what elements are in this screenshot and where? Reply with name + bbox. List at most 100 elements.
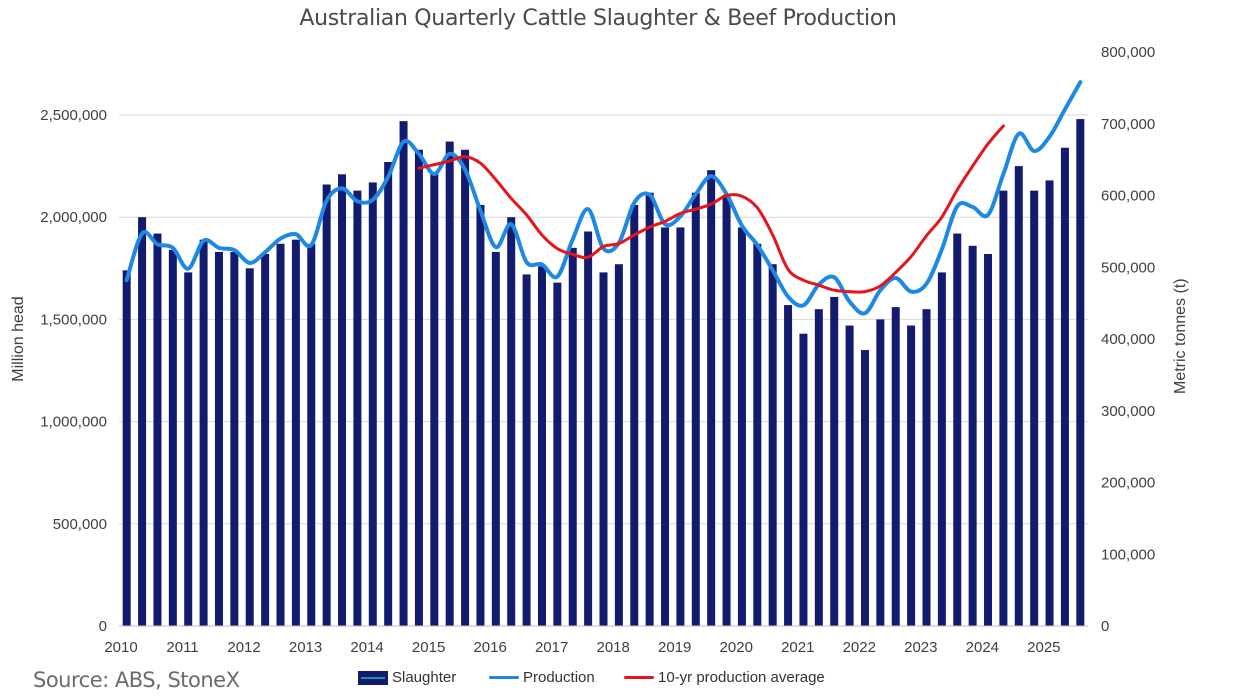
source-note: Source: ABS, StoneX bbox=[33, 668, 240, 692]
legend-swatch-production bbox=[489, 676, 519, 679]
legend-label-production: Production bbox=[523, 669, 595, 686]
bar-slaughter bbox=[814, 309, 823, 626]
x-tick-label: 2019 bbox=[658, 639, 691, 656]
bar-slaughter bbox=[230, 251, 239, 626]
y-tick-label-left: 500,000 bbox=[53, 516, 107, 533]
bar-slaughter bbox=[122, 270, 131, 626]
x-tick-label: 2023 bbox=[904, 639, 937, 656]
bar-slaughter bbox=[138, 217, 147, 626]
y-tick-label-right: 300,000 bbox=[1101, 403, 1155, 420]
bar-slaughter bbox=[522, 274, 531, 626]
bar-slaughter bbox=[507, 217, 516, 626]
bar-slaughter bbox=[1045, 180, 1054, 626]
bar-slaughter bbox=[537, 266, 546, 626]
bar-slaughter bbox=[1060, 147, 1069, 627]
legend-swatch-average bbox=[624, 676, 654, 679]
bar-slaughter bbox=[845, 325, 854, 626]
bar-slaughter bbox=[876, 319, 885, 626]
y-tick-label-right: 100,000 bbox=[1101, 546, 1155, 563]
bar-slaughter bbox=[661, 227, 670, 627]
bar-slaughter bbox=[384, 162, 393, 626]
bar-slaughter bbox=[891, 307, 900, 626]
x-tick-label: 2016 bbox=[473, 639, 506, 656]
bar-slaughter bbox=[414, 149, 423, 627]
bar-slaughter bbox=[691, 192, 700, 626]
bar-slaughter bbox=[307, 243, 316, 626]
bar-slaughter bbox=[491, 251, 500, 626]
bar-slaughter bbox=[830, 296, 839, 626]
bar-slaughter bbox=[245, 268, 254, 626]
bar-slaughter bbox=[999, 190, 1008, 627]
bar-slaughter bbox=[860, 350, 869, 626]
bar-slaughter bbox=[445, 141, 454, 626]
bar-slaughter bbox=[753, 243, 762, 626]
bar-slaughter bbox=[1076, 119, 1085, 626]
bar-slaughter bbox=[1030, 190, 1039, 627]
bar-slaughter bbox=[784, 305, 793, 626]
y-tick-label-right: 500,000 bbox=[1101, 259, 1155, 276]
bar-slaughter bbox=[476, 204, 485, 626]
line-production bbox=[124, 80, 1083, 316]
y-axis-right-label: Metric tonnes (t) bbox=[1172, 278, 1189, 394]
bar-slaughter bbox=[968, 245, 977, 627]
bar-slaughter bbox=[707, 170, 716, 627]
bar-slaughter bbox=[291, 239, 300, 626]
y-tick-label-left: 0 bbox=[99, 618, 107, 635]
bar-slaughter bbox=[953, 233, 962, 626]
y-tick-label-left: 1,500,000 bbox=[40, 311, 107, 328]
bar-slaughter bbox=[568, 247, 577, 627]
legend-item-slaughter: Slaughter bbox=[358, 669, 456, 686]
bar-slaughter bbox=[353, 190, 362, 627]
bar-slaughter bbox=[799, 333, 808, 626]
y-tick-label-left: 2,000,000 bbox=[40, 209, 107, 226]
line-10yr-average bbox=[417, 124, 1005, 294]
x-tick-label: 2021 bbox=[781, 639, 814, 656]
bar-slaughter bbox=[261, 253, 270, 626]
bar-slaughter bbox=[676, 227, 685, 627]
x-tick-label: 2025 bbox=[1027, 639, 1060, 656]
bar-slaughter bbox=[461, 149, 470, 627]
bar-slaughter bbox=[645, 192, 654, 626]
bar-slaughter bbox=[168, 249, 177, 627]
bar-slaughter bbox=[276, 243, 285, 626]
legend-swatch-slaughter bbox=[358, 670, 388, 685]
bar-slaughter bbox=[399, 121, 408, 626]
bar-slaughter bbox=[184, 272, 193, 626]
x-tick-label: 2017 bbox=[535, 639, 568, 656]
x-tick-label: 2014 bbox=[350, 639, 383, 656]
bar-slaughter bbox=[214, 251, 223, 626]
bar-slaughter bbox=[737, 227, 746, 627]
y-tick-label-right: 400,000 bbox=[1101, 331, 1155, 348]
legend-label-slaughter: Slaughter bbox=[392, 669, 457, 686]
bar-slaughter bbox=[907, 325, 916, 626]
y-axis-left-label: Million head bbox=[10, 296, 27, 382]
x-tick-label: 2011 bbox=[166, 639, 198, 656]
x-tick-label: 2020 bbox=[720, 639, 753, 656]
bar-slaughter bbox=[630, 204, 639, 626]
bar-slaughter bbox=[984, 253, 993, 626]
x-tick-label: 2012 bbox=[227, 639, 260, 656]
chart-title: Australian Quarterly Cattle Slaughter & … bbox=[299, 6, 897, 31]
bar-slaughter bbox=[553, 282, 562, 626]
bar-slaughter bbox=[199, 239, 208, 626]
bar-slaughter bbox=[430, 174, 439, 626]
legend-item-average: 10-yr production average bbox=[624, 669, 825, 686]
legend-label-average: 10-yr production average bbox=[658, 669, 825, 686]
bar-slaughter bbox=[584, 231, 593, 626]
bar-slaughter bbox=[368, 182, 377, 626]
y-tick-label-right: 0 bbox=[1101, 618, 1109, 635]
y-tick-label-right: 800,000 bbox=[1101, 44, 1155, 61]
bar-slaughter bbox=[722, 194, 731, 626]
y-tick-label-left: 1,000,000 bbox=[40, 414, 107, 431]
x-tick-label: 2022 bbox=[843, 639, 876, 656]
bar-slaughter bbox=[322, 184, 331, 626]
bar-slaughter bbox=[599, 272, 608, 626]
bar-slaughter bbox=[614, 264, 623, 626]
x-tick-label: 2010 bbox=[104, 639, 137, 656]
x-tick-label: 2018 bbox=[597, 639, 630, 656]
bar-slaughter bbox=[338, 174, 347, 626]
legend: Slaughter Production 10-yr production av… bbox=[0, 669, 1236, 691]
y-tick-label-left: 2,500,000 bbox=[40, 107, 107, 124]
bar-slaughter bbox=[922, 309, 931, 626]
